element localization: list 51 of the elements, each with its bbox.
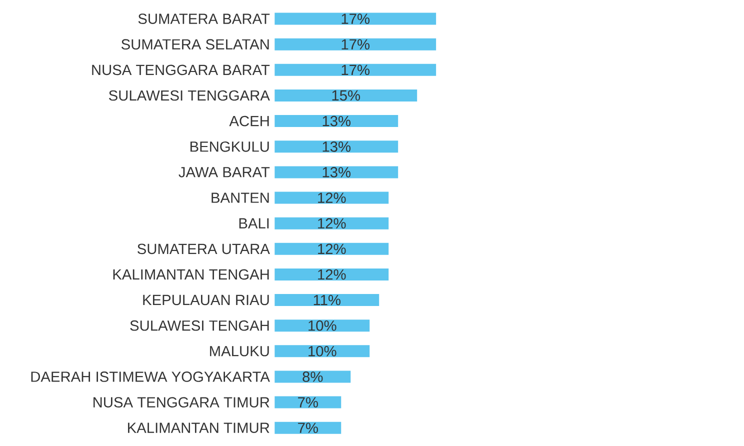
y-tick-label: SULAWESI TENGGARA [108,90,270,101]
bar [274,217,389,230]
bar [274,396,342,408]
bar [274,268,389,280]
bar [274,242,389,255]
data-label: 12% [318,192,346,203]
y-tick-label: MALUKU [210,346,269,356]
data-label: 13% [322,116,351,126]
bar [274,140,398,153]
data-label: 15% [332,90,360,101]
y-tick-label: ACEH [229,116,269,126]
y-tick-label: DAERAH ISTIMEWA YOGYAKARTA [31,372,270,382]
bar [274,422,342,434]
data-label: 10% [308,346,336,356]
y-tick-label: SUMATERA UTARA [138,244,270,254]
bar [274,345,370,358]
data-label: 12% [318,218,346,228]
bar [274,115,398,128]
data-label: 7% [298,397,318,408]
data-label: 17% [342,14,370,24]
bar [274,38,436,50]
data-label: 7% [298,422,318,433]
data-label: 8% [302,372,323,382]
y-tick-label: NUSA TENGGARA BARAT [92,64,270,76]
data-label: 13% [322,167,351,178]
y-tick-label: KALIMANTAN TIMUR [128,422,270,433]
y-tick-label: JAWA BARAT [178,167,270,178]
bar [274,166,398,178]
y-tick-label: SUMATERA BARAT [138,14,270,24]
data-label: 17% [342,64,370,76]
y-tick-label: BENGKULU [190,141,269,152]
bar [274,192,389,204]
bar [274,294,380,306]
data-label: 12% [318,244,346,254]
y-tick-label: SUMATERA SELATAN [121,39,269,50]
data-label: 13% [322,141,351,152]
y-tick-label: NUSA TENGGARA TIMUR [94,397,270,408]
bar [274,12,436,25]
y-tick-label: BANTEN [212,192,269,203]
data-label: 10% [308,320,336,331]
data-label: 12% [318,269,346,280]
bar [274,64,436,76]
bar [274,370,351,383]
bar [274,89,418,102]
y-tick-label: SULAWESI TENGAH [130,320,269,331]
data-label: 17% [342,39,370,50]
y-tick-label: KALIMANTAN TENGAH [113,269,269,280]
bar [274,320,370,332]
y-tick-label: KEPULAUAN RIAU [143,294,269,306]
data-label: 11% [314,294,340,306]
y-tick-label: BALI [239,218,269,228]
